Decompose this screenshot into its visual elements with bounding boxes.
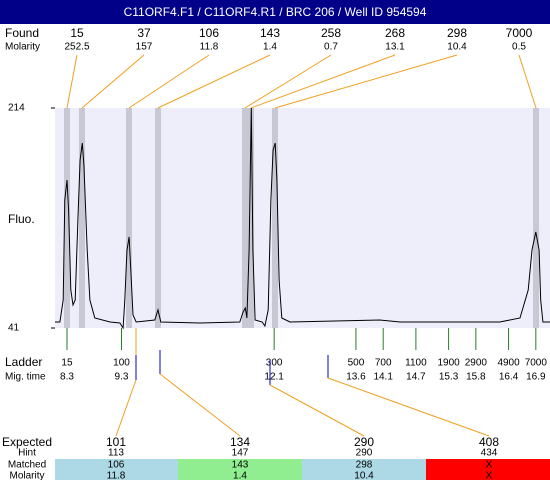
ladder-size: 100: [113, 358, 130, 369]
matched-value: 298: [356, 460, 373, 471]
matched-cell: [426, 459, 550, 480]
ladder-size: 2900: [465, 358, 488, 369]
found-molarity: 11.8: [200, 42, 219, 53]
found-size: 268: [385, 26, 405, 40]
found-connector: [81, 54, 145, 109]
molarity-value: 10.4: [354, 471, 374, 480]
found-connector: [274, 54, 458, 109]
expected-value: 101: [106, 435, 126, 449]
ladder-time: 12.1: [264, 372, 284, 383]
peak-band: [533, 108, 539, 328]
plot-area: [55, 108, 550, 328]
found-size: 106: [199, 26, 219, 40]
matched-value: 143: [232, 460, 249, 471]
matched-cell: [302, 459, 426, 480]
row-label: Molarity: [9, 471, 44, 480]
ladder-size: 700: [375, 358, 392, 369]
found-molarity: 1.4: [263, 42, 277, 53]
peak-band: [272, 108, 278, 328]
row-label: Matched: [8, 460, 46, 471]
y-axis-label: Fluo.: [8, 212, 35, 226]
found-connector: [128, 54, 210, 109]
hint-value: 147: [232, 448, 249, 459]
ladder-label: Ladder: [5, 355, 42, 369]
found-connector: [518, 54, 537, 109]
hint-value: 113: [108, 448, 124, 459]
found-connector: [250, 54, 396, 109]
ladder-time: 13.6: [346, 372, 366, 383]
row-label: Hint: [18, 448, 36, 459]
ladder-time: 16.9: [526, 372, 546, 383]
found-size: 298: [447, 26, 467, 40]
found-size: 7000: [506, 26, 533, 40]
matched-value: X: [486, 460, 493, 471]
ladder-size: 7000: [525, 358, 548, 369]
expected-connector: [327, 377, 490, 437]
found-molarity: 0.5: [512, 42, 526, 53]
mig-time-label: Mig. time: [5, 372, 46, 383]
found-size: 258: [321, 26, 341, 40]
peak-band: [248, 108, 254, 328]
ladder-size: 1100: [405, 358, 427, 369]
ladder-time: 15.8: [466, 372, 486, 383]
ladder-time: 14.1: [373, 372, 393, 383]
found-molarity: 13.1: [385, 42, 405, 53]
found-size: 15: [70, 26, 84, 40]
peak-band: [79, 108, 85, 328]
found-molarity: 10.4: [447, 42, 467, 53]
expected-value: 134: [230, 435, 250, 449]
found-connector: [66, 54, 78, 109]
ladder-time: 9.3: [115, 372, 129, 383]
row-label: Expected: [2, 435, 52, 449]
found-size: 37: [137, 26, 151, 40]
header-bar: [0, 0, 550, 24]
ladder-time: 14.7: [406, 372, 426, 383]
molarity-value: 1.4: [233, 471, 247, 480]
y-tick-label: 41: [8, 323, 20, 334]
expected-connector: [269, 384, 365, 437]
expected-connector: [115, 379, 137, 437]
ladder-time: 16.4: [499, 372, 519, 383]
expected-value: 290: [354, 435, 374, 449]
molarity-value: X: [486, 471, 493, 480]
peak-band: [126, 108, 132, 328]
found-molarity: 252.5: [64, 42, 89, 53]
matched-cell: [178, 459, 302, 480]
peak-band: [155, 108, 161, 328]
molarity-label: Molarity: [5, 42, 40, 53]
hint-value: 434: [481, 448, 498, 459]
matched-value: 106: [108, 460, 125, 471]
y-tick-label: 214: [8, 103, 25, 114]
found-connector: [244, 54, 332, 109]
found-size: 143: [260, 26, 280, 40]
ladder-size: 1900: [437, 358, 460, 369]
found-connector: [157, 54, 271, 109]
hint-value: 290: [356, 448, 373, 459]
found-label: Found: [5, 26, 39, 40]
chart-title: C11ORF4.F1 / C11ORF4.R1 / BRC 206 / Well…: [124, 5, 427, 19]
found-molarity: 157: [136, 42, 153, 53]
peak-band: [64, 108, 70, 328]
molarity-value: 11.8: [107, 471, 126, 480]
ladder-time: 8.3: [60, 372, 74, 383]
ladder-size: 500: [348, 358, 365, 369]
expected-connector: [159, 373, 241, 437]
matched-cell: [55, 459, 179, 480]
trace: [55, 107, 550, 330]
found-molarity: 0.7: [324, 42, 338, 53]
ladder-size: 15: [61, 358, 73, 369]
expected-value: 408: [479, 435, 499, 449]
ladder-size: 4900: [497, 358, 520, 369]
ladder-time: 15.3: [439, 372, 459, 383]
ladder-size: 300: [266, 358, 283, 369]
peak-band: [242, 108, 248, 328]
